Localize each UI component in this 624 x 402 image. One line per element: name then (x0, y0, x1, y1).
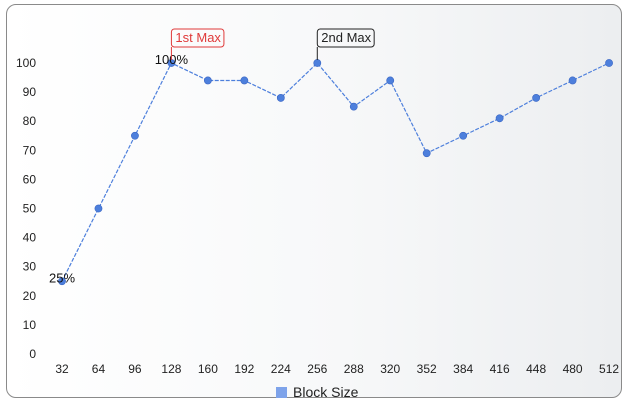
annotation-box (170, 28, 225, 48)
data-points (58, 59, 613, 286)
x-tick-label: 384 (453, 362, 473, 376)
data-point[interactable] (568, 76, 577, 85)
data-point[interactable] (94, 204, 103, 213)
annotation-label: 1st Max (175, 30, 221, 45)
y-tick-label: 80 (23, 114, 37, 128)
legend-label: Block Size (293, 384, 359, 400)
x-tick-label: 224 (271, 362, 291, 376)
chart-frame (6, 4, 622, 398)
x-tick-label: 256 (307, 362, 327, 376)
x-tick-label: 352 (417, 362, 437, 376)
data-point[interactable] (422, 149, 431, 158)
series-line (61, 62, 610, 282)
y-tick-label: 0 (29, 347, 36, 361)
annotation-box (316, 28, 375, 48)
data-label: 25% (49, 270, 75, 285)
series-line-group (61, 62, 610, 282)
data-point[interactable] (131, 131, 139, 140)
annotations: 1st Max 2nd Max (170, 28, 375, 60)
y-tick-label: 30 (23, 260, 37, 274)
data-point[interactable] (532, 94, 541, 102)
data-point[interactable] (313, 59, 322, 67)
data-point[interactable] (349, 102, 358, 111)
data-point[interactable] (276, 94, 285, 102)
legend[interactable]: Block Size (276, 384, 359, 400)
data-labels: 25%100% (49, 52, 188, 285)
y-tick-label: 60 (23, 172, 37, 186)
data-point[interactable] (240, 76, 249, 85)
x-axis-ticks: 32 64 96 128 160 192 224 256 288 320 352 384 416 448 4… (55, 362, 619, 376)
y-tick-label: 50 (23, 202, 37, 216)
data-point[interactable] (459, 131, 468, 140)
x-tick-label: 512 (599, 362, 619, 376)
data-point[interactable] (605, 59, 613, 67)
x-tick-label: 192 (234, 362, 254, 376)
x-tick-label: 448 (526, 362, 546, 376)
y-tick-label: 10 (23, 318, 37, 332)
x-tick-label: 128 (161, 362, 181, 376)
data-point[interactable] (58, 277, 66, 286)
x-tick-label: 160 (198, 362, 218, 376)
annotation-label: 2nd Max (321, 30, 371, 45)
legend-swatch (276, 387, 287, 398)
data-point[interactable] (495, 114, 504, 123)
y-tick-label: 100 (16, 56, 36, 70)
x-tick-label: 96 (128, 362, 142, 376)
x-tick-label: 32 (55, 362, 69, 376)
y-tick-label: 90 (23, 85, 37, 99)
x-tick-label: 64 (92, 362, 106, 376)
y-axis-ticks: 0 10 20 30 40 50 60 70 80 90 100 (16, 56, 36, 361)
x-tick-label: 416 (490, 362, 510, 376)
x-tick-label: 480 (563, 362, 583, 376)
data-point[interactable] (203, 76, 212, 85)
y-tick-label: 20 (23, 289, 37, 303)
data-point[interactable] (386, 76, 395, 85)
y-tick-label: 40 (23, 231, 37, 245)
x-tick-label: 288 (344, 362, 364, 376)
x-tick-label: 320 (380, 362, 400, 376)
y-tick-label: 70 (23, 143, 37, 157)
